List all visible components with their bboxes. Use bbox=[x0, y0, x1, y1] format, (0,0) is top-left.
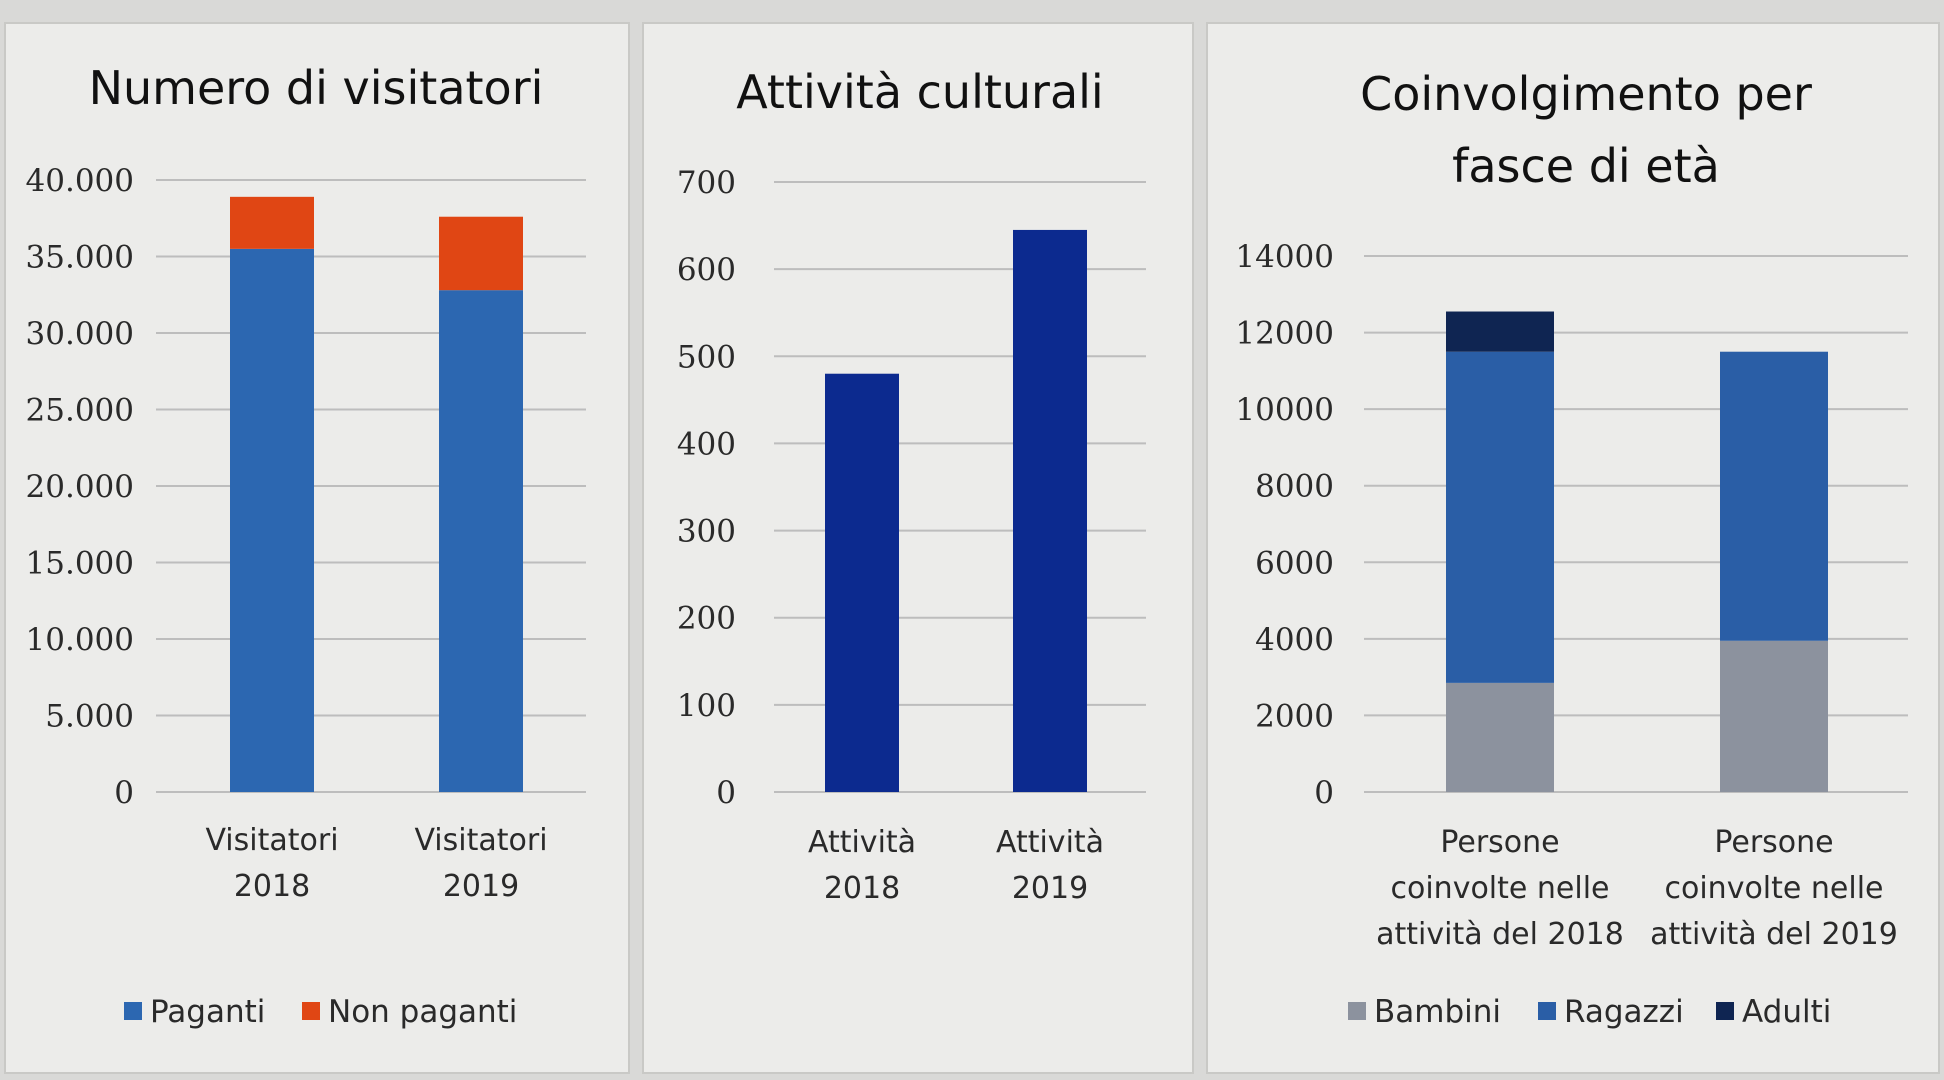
legend-label: Adulti bbox=[1742, 994, 1831, 1030]
y-tick-label: 20.000 bbox=[26, 469, 134, 505]
chart-title: Numero di visitatori bbox=[89, 61, 544, 115]
y-tick-label: 12000 bbox=[1235, 316, 1334, 352]
x-category-label: 2018 bbox=[234, 869, 310, 904]
y-tick-label: 40.000 bbox=[26, 163, 134, 199]
chart-panel-attivita: Attività culturali 0 100 200 300 400 500 600 700… bbox=[642, 22, 1194, 1074]
y-tick-label: 4000 bbox=[1255, 622, 1334, 658]
chart-title: fasce di età bbox=[1452, 139, 1720, 193]
legend-swatch bbox=[302, 1002, 320, 1020]
legend-label: Paganti bbox=[150, 994, 265, 1030]
y-tick-label: 300 bbox=[677, 514, 736, 550]
bar-value-0 bbox=[825, 373, 899, 792]
bar-ragazzi-0 bbox=[1446, 351, 1554, 683]
x-category-label: coinvolte nelle bbox=[1391, 871, 1610, 906]
chart-panel-visitatori: Numero di visitatori 0 5.000 10.000 15.000 20… bbox=[4, 22, 630, 1074]
y-tick-label: 30.000 bbox=[26, 316, 134, 352]
x-category-label: Visitatori bbox=[414, 823, 547, 858]
bar-non-paganti-1 bbox=[439, 216, 523, 291]
x-category-label: Attività bbox=[996, 825, 1104, 860]
y-tick-label: 15.000 bbox=[26, 546, 134, 582]
chart-title: Coinvolgimento per bbox=[1360, 67, 1812, 121]
y-tick-label: 500 bbox=[677, 339, 736, 375]
x-category-label: Attività bbox=[808, 825, 916, 860]
y-tick-label: 8000 bbox=[1255, 469, 1334, 505]
y-tick-label: 10000 bbox=[1235, 392, 1334, 428]
chart-title: Attività culturali bbox=[736, 65, 1103, 119]
x-category-label: Persone bbox=[1714, 825, 1833, 860]
x-category-label: attività del 2019 bbox=[1650, 917, 1898, 952]
y-tick-label: 14000 bbox=[1235, 239, 1334, 275]
x-category-label: 2018 bbox=[824, 871, 900, 906]
x-category-label: coinvolte nelle bbox=[1665, 871, 1884, 906]
x-category-label: Persone bbox=[1440, 825, 1559, 860]
bar-bambini-1 bbox=[1720, 640, 1828, 792]
bar-adulti-0 bbox=[1446, 311, 1554, 352]
y-tick-label: 10.000 bbox=[26, 622, 134, 658]
x-category-label: attività del 2018 bbox=[1376, 917, 1624, 952]
y-tick-label: 6000 bbox=[1255, 545, 1334, 581]
bar-value-1 bbox=[1013, 229, 1087, 792]
legend-label: Ragazzi bbox=[1564, 994, 1684, 1030]
y-tick-label: 25.000 bbox=[26, 393, 134, 429]
bar-bambini-0 bbox=[1446, 682, 1554, 792]
bar-paganti-0 bbox=[230, 248, 314, 793]
y-tick-label: 200 bbox=[677, 601, 736, 637]
chart-visitatori: Numero di visitatori 0 5.000 10.000 15.000 20… bbox=[26, 61, 586, 1030]
legend-swatch bbox=[1348, 1002, 1366, 1020]
chart-coinvolgimento: Coinvolgimento per fasce di età 0 2000 4000 6… bbox=[1235, 67, 1908, 1030]
y-tick-label: 100 bbox=[677, 688, 736, 724]
legend-label: Bambini bbox=[1374, 994, 1501, 1030]
legend-swatch bbox=[124, 1002, 142, 1020]
bar-ragazzi-1 bbox=[1720, 351, 1828, 641]
y-tick-label: 2000 bbox=[1255, 698, 1334, 734]
x-category-label: Visitatori bbox=[205, 823, 338, 858]
y-tick-label: 35.000 bbox=[26, 240, 134, 276]
chart-attivita: Attività culturali 0 100 200 300 400 500 600 700… bbox=[677, 65, 1146, 906]
y-tick-label: 700 bbox=[677, 165, 736, 201]
bar-non-paganti-0 bbox=[230, 196, 314, 249]
y-tick-label: 0 bbox=[1314, 775, 1334, 811]
bar-paganti-1 bbox=[439, 290, 523, 792]
y-tick-label: 400 bbox=[677, 426, 736, 462]
legend-swatch bbox=[1716, 1002, 1734, 1020]
chart-panel-coinvolgimento: Coinvolgimento per fasce di età 0 2000 4000 6… bbox=[1206, 22, 1940, 1074]
y-tick-label: 5.000 bbox=[45, 699, 134, 735]
x-category-label: 2019 bbox=[443, 869, 519, 904]
y-tick-label: 0 bbox=[114, 775, 134, 811]
legend-label: Non paganti bbox=[328, 994, 517, 1030]
y-tick-label: 600 bbox=[677, 252, 736, 288]
y-tick-label: 0 bbox=[716, 775, 736, 811]
x-category-label: 2019 bbox=[1012, 871, 1088, 906]
legend-swatch bbox=[1538, 1002, 1556, 1020]
